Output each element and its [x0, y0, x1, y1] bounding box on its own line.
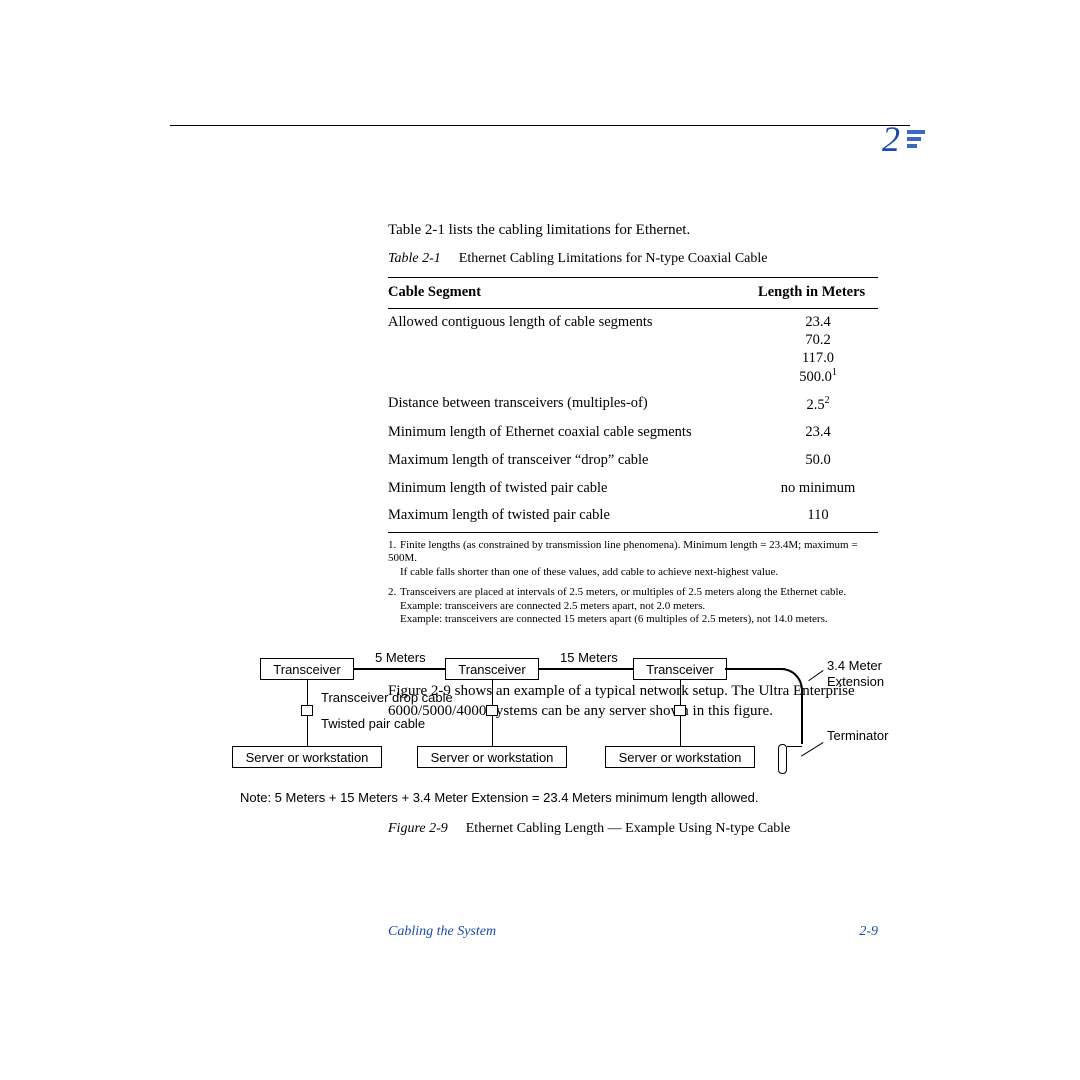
ext-label1: 3.4 Meter [827, 658, 882, 673]
transceiver-box-1: Transceiver [260, 658, 354, 680]
cabling-table: Cable Segment Length in Meters Allowed c… [388, 277, 878, 533]
table-cell-seg: Maximum length of transceiver “drop” cab… [388, 447, 718, 475]
connector-2 [486, 705, 498, 716]
table-cell-len: 23.470.2117.0500.01 [718, 308, 878, 390]
footnotes: 1.Finite lengths (as constrained by tran… [388, 539, 878, 628]
term-pointer [801, 742, 824, 757]
ext-vline [801, 688, 803, 744]
ext-pointer [808, 670, 823, 681]
table-cell-len: 110 [718, 502, 878, 532]
drop-v-2a [492, 680, 493, 706]
server-box-3: Server or workstation [605, 746, 755, 768]
figure-caption: Figure 2-9 Ethernet Cabling Length — Exam… [388, 821, 790, 837]
drop-v-3b [680, 716, 681, 746]
chapter-icon [907, 130, 925, 151]
table-cell-len: no minimum [718, 475, 878, 503]
drop-v-2b [492, 716, 493, 746]
footer-page: 2-9 [859, 924, 878, 940]
footnote: 2.Transceivers are placed at intervals o… [388, 586, 878, 627]
distance-5m: 5 Meters [375, 650, 426, 665]
figure-label: Figure 2-9 [388, 821, 448, 836]
server-box-1: Server or workstation [232, 746, 382, 768]
transceiver-box-2: Transceiver [445, 658, 539, 680]
table-cell-len: 23.4 [718, 419, 878, 447]
header-rule [170, 125, 910, 126]
table-cell-seg: Distance between transceivers (multiples… [388, 390, 718, 419]
connector-1 [301, 705, 313, 716]
ext-label2: Extension [827, 674, 884, 689]
drop-v-1b [307, 716, 308, 746]
drop-v-3a [680, 680, 681, 706]
connector-3 [674, 705, 686, 716]
term-conn [787, 746, 802, 747]
table-cell-seg: Minimum length of Ethernet coaxial cable… [388, 419, 718, 447]
drop-v-1a [307, 680, 308, 706]
table-header-1: Length in Meters [718, 278, 878, 309]
drop-cable-label: Transceiver drop cable [321, 690, 453, 705]
terminator-label: Terminator [827, 728, 888, 743]
page-footer: Cabling the System 2-9 [388, 924, 878, 940]
distance-15m: 15 Meters [560, 650, 618, 665]
terminator-shape [778, 744, 787, 774]
twisted-pair-label: Twisted pair cable [321, 716, 425, 731]
table-caption-text: Ethernet Cabling Limitations for N-type … [459, 251, 768, 266]
figure-caption-text: Ethernet Cabling Length — Example Using … [466, 821, 791, 836]
table-cell-len: 50.0 [718, 447, 878, 475]
table-cell-seg: Minimum length of twisted pair cable [388, 475, 718, 503]
table-caption: Table 2-1 Ethernet Cabling Limitations fo… [388, 250, 878, 269]
ext-curve [725, 668, 803, 690]
table-label: Table 2-1 [388, 251, 441, 266]
footnote: 1.Finite lengths (as constrained by tran… [388, 539, 878, 580]
table-cell-seg: Maximum length of twisted pair cable [388, 502, 718, 532]
server-box-2: Server or workstation [417, 746, 567, 768]
table-cell-seg: Allowed contiguous length of cable segme… [388, 308, 718, 390]
intro-text: Table 2-1 lists the cabling limitations … [388, 220, 878, 240]
transceiver-box-3: Transceiver [633, 658, 727, 680]
chapter-number: 2 [882, 118, 900, 160]
table-header-0: Cable Segment [388, 278, 718, 309]
table-cell-len: 2.52 [718, 390, 878, 419]
diagram-note: Note: 5 Meters + 15 Meters + 3.4 Meter E… [240, 790, 758, 805]
footer-title: Cabling the System [388, 924, 496, 940]
